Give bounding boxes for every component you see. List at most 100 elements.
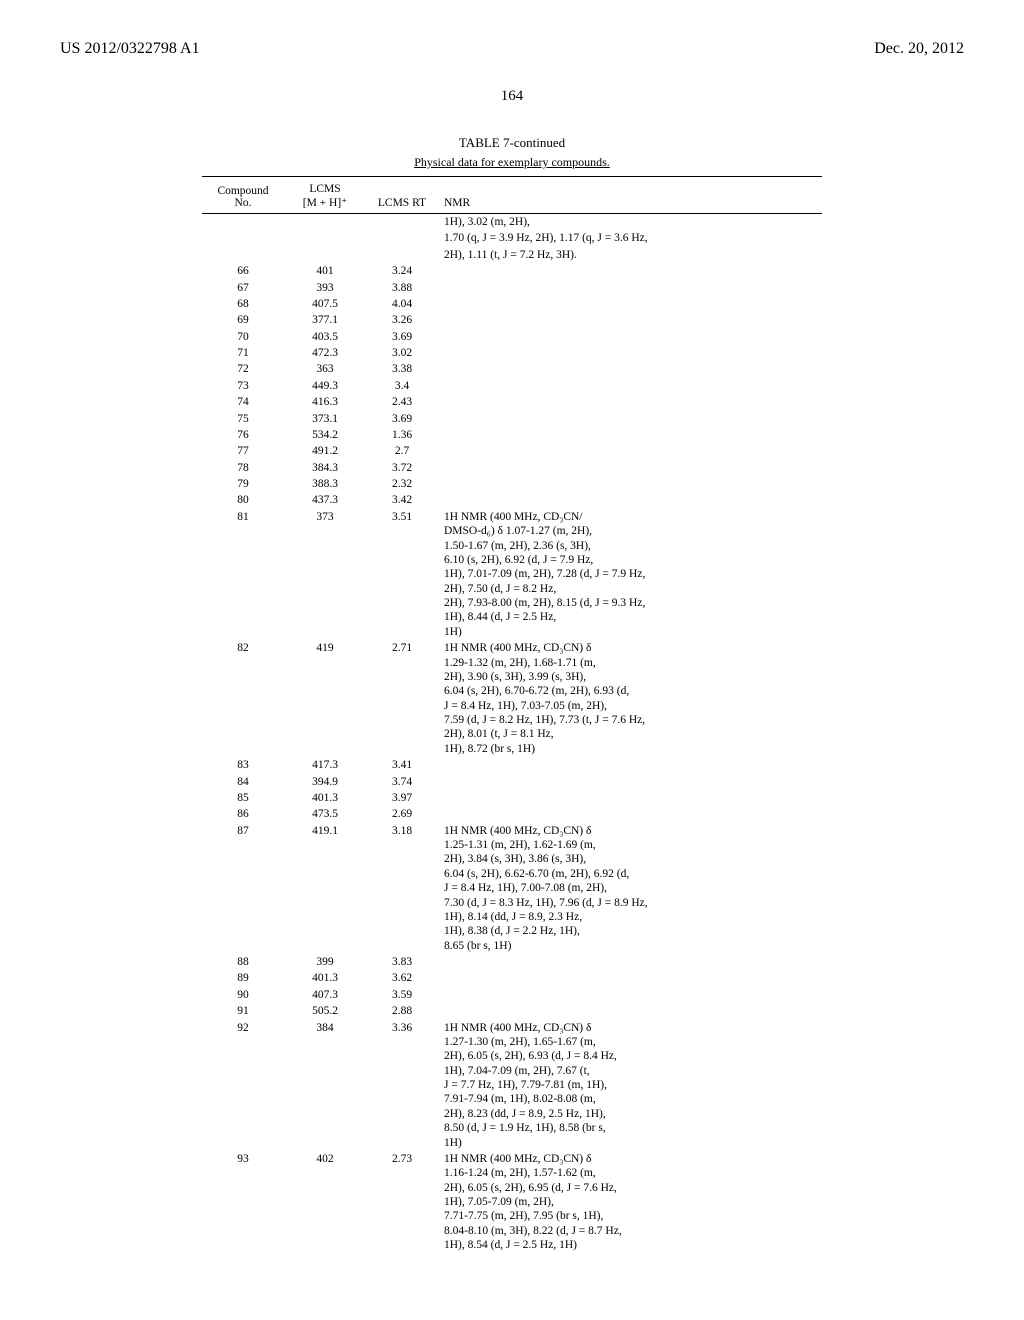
table-row: 75373.13.69 [202, 411, 822, 427]
compound-no-cell: 78 [202, 460, 284, 476]
lcms-rt-cell: 3.42 [366, 492, 438, 508]
table-row: 78384.33.72 [202, 460, 822, 476]
table-row: 883993.83 [202, 954, 822, 970]
lcms-mh-cell: 419 [284, 640, 366, 757]
table-row: 70403.53.69 [202, 329, 822, 345]
nmr-cell [438, 280, 822, 296]
lcms-mh-cell: 407.3 [284, 987, 366, 1003]
lcms-mh-cell: 394.9 [284, 774, 366, 790]
lcms-mh-cell: 384.3 [284, 460, 366, 476]
table-row: 89401.33.62 [202, 970, 822, 986]
nmr-cell [438, 345, 822, 361]
lcms-rt-cell: 3.24 [366, 263, 438, 279]
lcms-rt-cell: 3.97 [366, 790, 438, 806]
nmr-cell [438, 443, 822, 459]
lcms-mh-cell: 393 [284, 280, 366, 296]
compound-no-cell: 84 [202, 774, 284, 790]
lcms-rt-cell: 3.62 [366, 970, 438, 986]
compound-no-cell: 75 [202, 411, 284, 427]
compound-no-cell: 91 [202, 1003, 284, 1019]
lcms-rt-cell: 3.83 [366, 954, 438, 970]
lcms-mh-cell: 417.3 [284, 757, 366, 773]
nmr-cell: 1H NMR (400 MHz, CD₃CN/ DMSO-d₆) δ 1.07-… [438, 509, 822, 640]
compound-no-cell: 80 [202, 492, 284, 508]
lcms-rt-cell: 3.51 [366, 509, 438, 640]
lcms-mh-cell: 491.2 [284, 443, 366, 459]
table-row: 87419.13.181H NMR (400 MHz, CD₃CN) δ 1.2… [202, 823, 822, 954]
nmr-cell [438, 427, 822, 443]
nmr-cell: 1H), 3.02 (m, 2H), [438, 214, 822, 231]
nmr-cell [438, 361, 822, 377]
table-row: 723633.38 [202, 361, 822, 377]
nmr-cell [438, 757, 822, 773]
lcms-rt-cell: 2.32 [366, 476, 438, 492]
table-row: 73449.33.4 [202, 378, 822, 394]
nmr-cell [438, 806, 822, 822]
compound-no-cell: 83 [202, 757, 284, 773]
lcms-rt-cell: 3.41 [366, 757, 438, 773]
nmr-cell [438, 312, 822, 328]
lcms-rt-cell: 1.36 [366, 427, 438, 443]
lcms-rt-cell: 4.04 [366, 296, 438, 312]
table-row: 76534.21.36 [202, 427, 822, 443]
nmr-cell: 1.70 (q, J = 3.9 Hz, 2H), 1.17 (q, J = 3… [438, 230, 822, 246]
table-row: 824192.711H NMR (400 MHz, CD₃CN) δ 1.29-… [202, 640, 822, 757]
physical-data-table: Compound No. LCMS [M + H]⁺ LCMS RT NMR 1… [202, 176, 822, 1254]
table-row: 923843.361H NMR (400 MHz, CD₃CN) δ 1.27-… [202, 1020, 822, 1151]
nmr-cell [438, 460, 822, 476]
compound-no-cell: 85 [202, 790, 284, 806]
lcms-rt-cell: 3.59 [366, 987, 438, 1003]
compound-no-cell: 72 [202, 361, 284, 377]
lcms-rt-cell: 3.02 [366, 345, 438, 361]
compound-no-cell: 69 [202, 312, 284, 328]
lcms-rt-cell: 3.74 [366, 774, 438, 790]
lcms-rt-cell: 3.38 [366, 361, 438, 377]
lcms-rt-cell: 2.7 [366, 443, 438, 459]
compound-no-cell: 92 [202, 1020, 284, 1151]
nmr-cell: 2H), 1.11 (t, J = 7.2 Hz, 3H). [438, 247, 822, 263]
patent-number: US 2012/0322798 A1 [60, 40, 200, 58]
nmr-cell [438, 296, 822, 312]
table-row: 91505.22.88 [202, 1003, 822, 1019]
lcms-mh-cell: 363 [284, 361, 366, 377]
lcms-mh-cell: 416.3 [284, 394, 366, 410]
nmr-cell: 1H NMR (400 MHz, CD₃CN) δ 1.25-1.31 (m, … [438, 823, 822, 954]
lcms-rt-cell: 3.18 [366, 823, 438, 954]
lcms-mh-cell: 388.3 [284, 476, 366, 492]
compound-no-cell: 74 [202, 394, 284, 410]
compound-no-cell: 70 [202, 329, 284, 345]
table-title: TABLE 7-continued [202, 135, 822, 151]
lcms-mh-cell: 403.5 [284, 329, 366, 345]
table-row: 673933.88 [202, 280, 822, 296]
table-row: 934022.731H NMR (400 MHz, CD₃CN) δ 1.16-… [202, 1151, 822, 1254]
lcms-rt-cell: 3.88 [366, 280, 438, 296]
lcms-mh-cell: 377.1 [284, 312, 366, 328]
lcms-mh-cell: 401 [284, 263, 366, 279]
table-row: 74416.32.43 [202, 394, 822, 410]
lcms-mh-cell: 505.2 [284, 1003, 366, 1019]
nmr-cell [438, 476, 822, 492]
nmr-cell [438, 263, 822, 279]
col-header-compound-no: Compound No. [202, 179, 284, 214]
nmr-cell [438, 970, 822, 986]
nmr-cell [438, 1003, 822, 1019]
lcms-rt-cell: 3.36 [366, 1020, 438, 1151]
compound-no-cell: 79 [202, 476, 284, 492]
lcms-mh-cell: 449.3 [284, 378, 366, 394]
table-row: 68407.54.04 [202, 296, 822, 312]
lcms-rt-cell: 2.71 [366, 640, 438, 757]
table-row: 664013.24 [202, 263, 822, 279]
nmr-cell [438, 329, 822, 345]
table-row: 90407.33.59 [202, 987, 822, 1003]
compound-no-cell: 88 [202, 954, 284, 970]
table-row: 84394.93.74 [202, 774, 822, 790]
compound-no-cell: 86 [202, 806, 284, 822]
page-number: 164 [60, 88, 964, 105]
patent-date: Dec. 20, 2012 [874, 40, 964, 58]
compound-no-cell: 77 [202, 443, 284, 459]
lcms-mh-cell: 473.5 [284, 806, 366, 822]
nmr-cell [438, 987, 822, 1003]
nmr-cell [438, 411, 822, 427]
compound-no-cell: 68 [202, 296, 284, 312]
col-header-nmr: NMR [438, 179, 822, 214]
